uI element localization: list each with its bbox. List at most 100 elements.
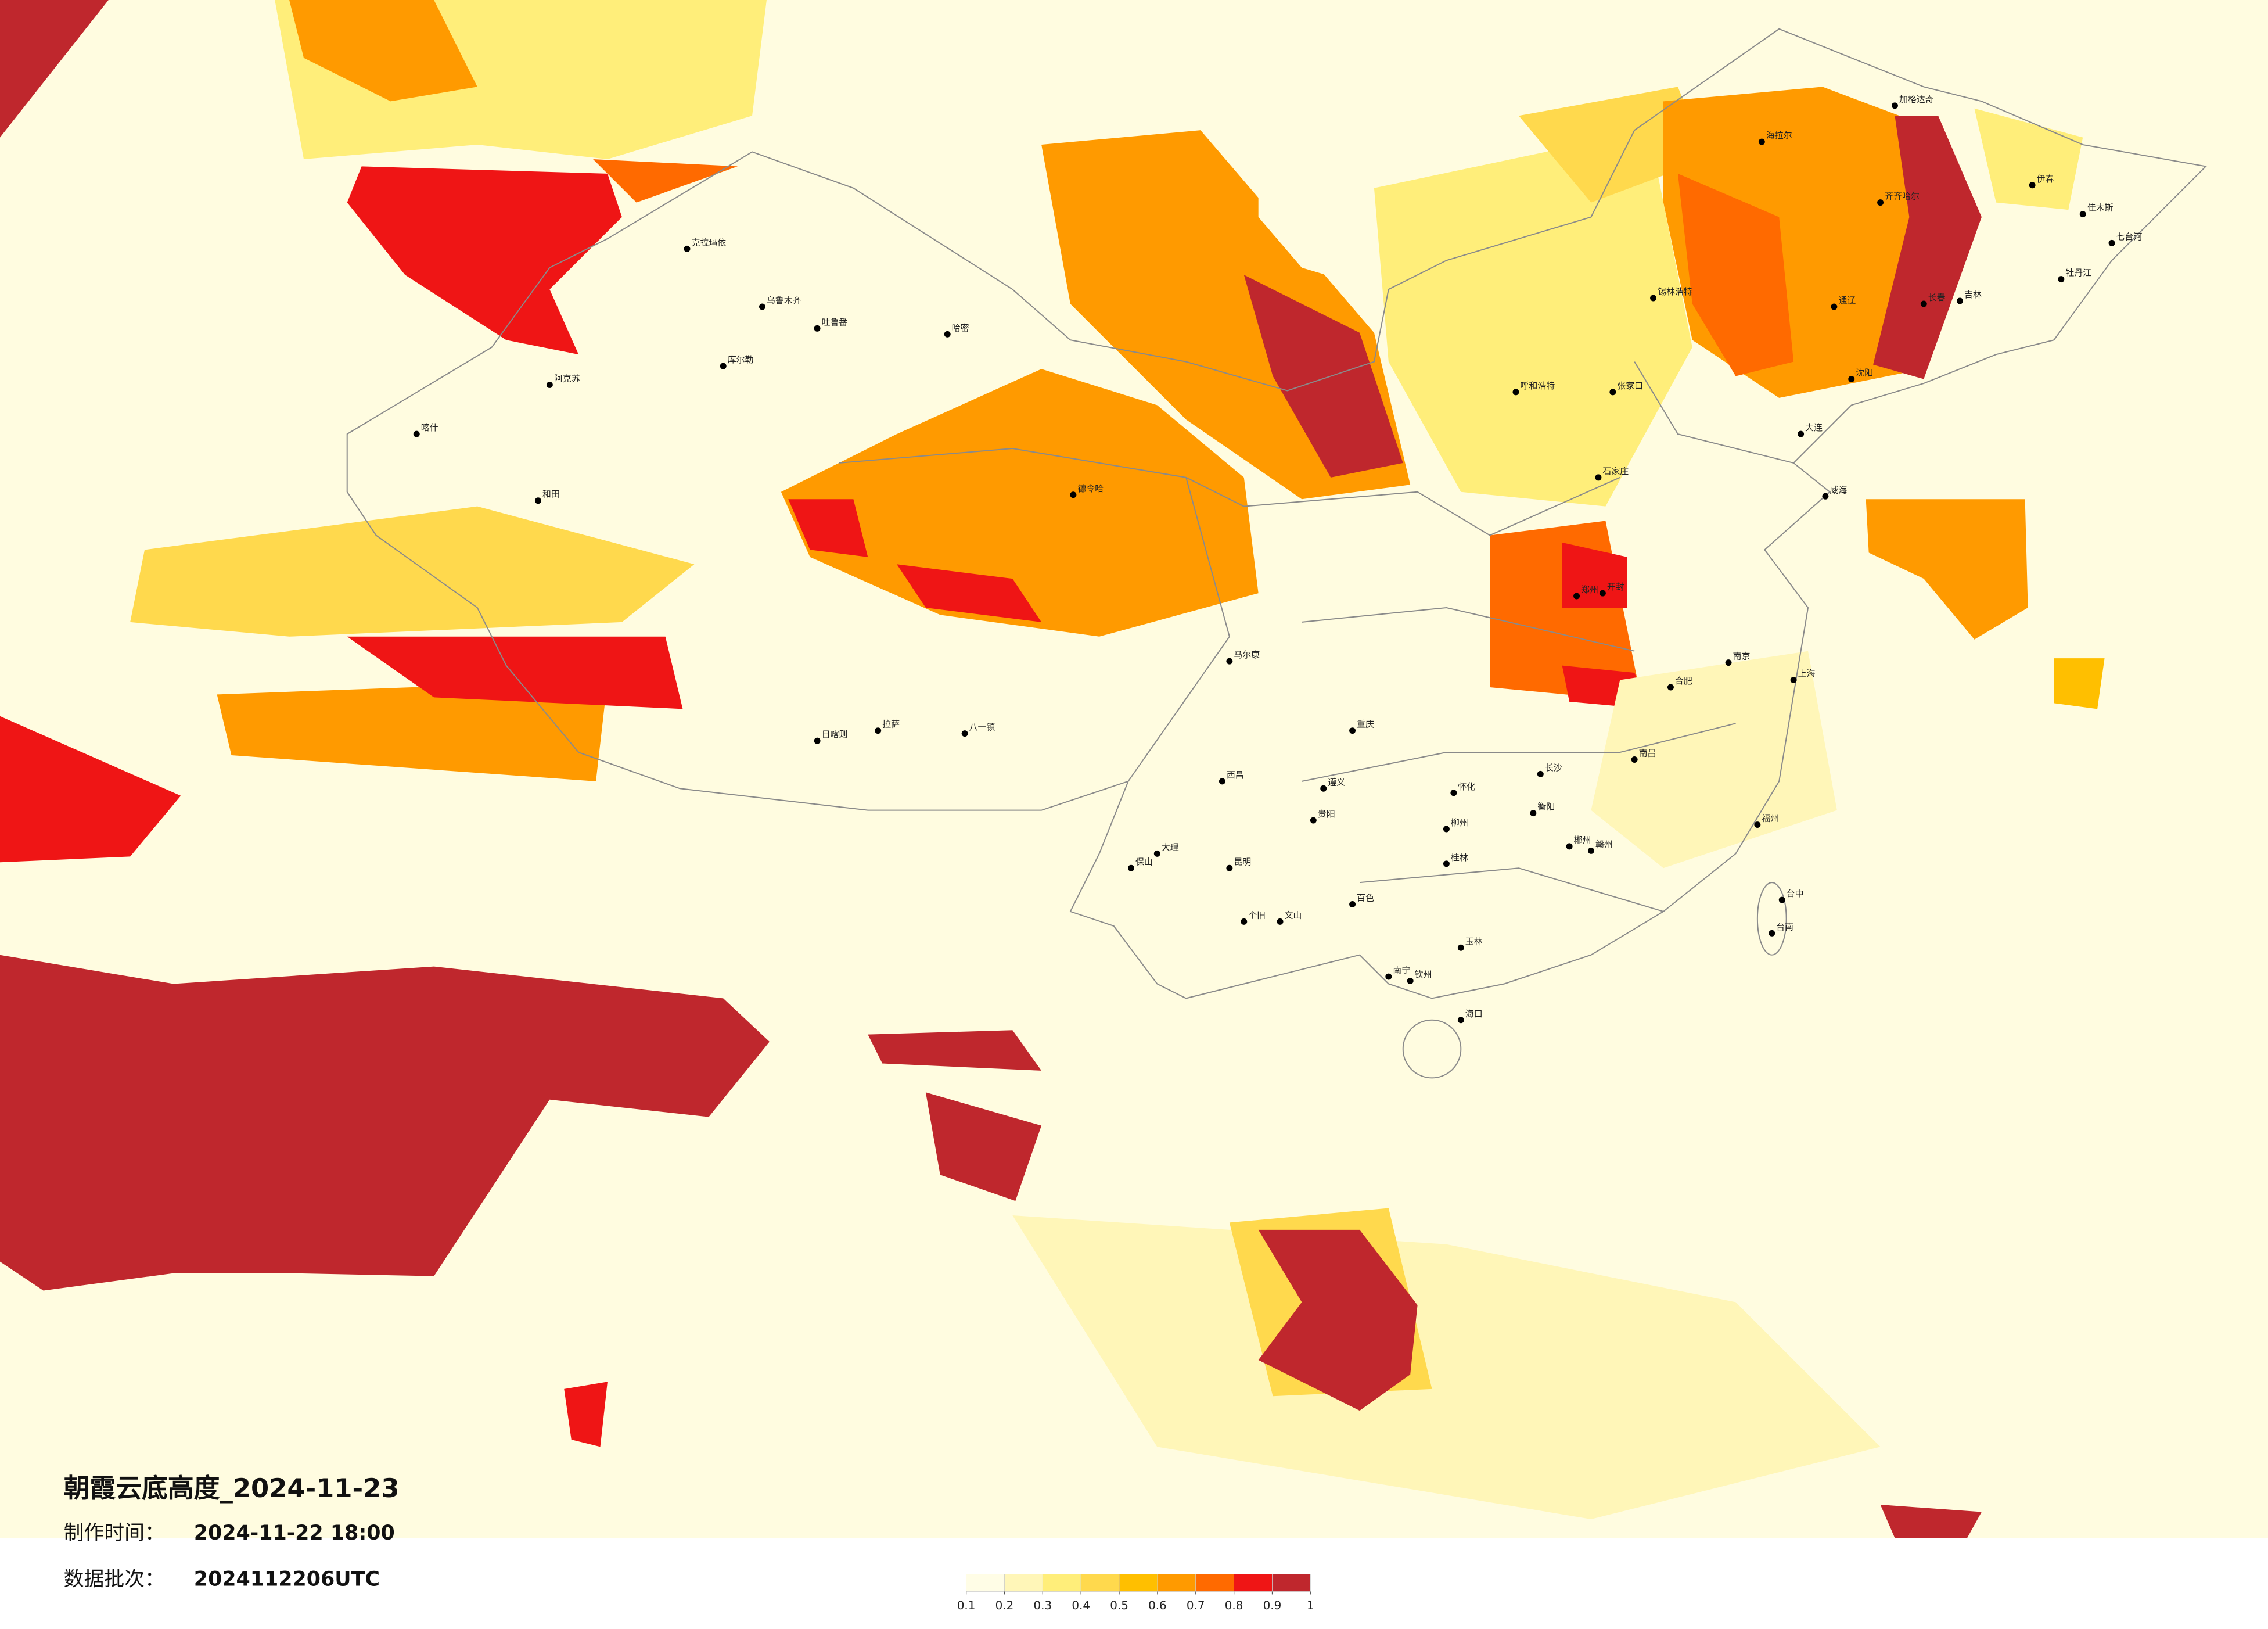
colorbar-tick-label: 0.6 xyxy=(1148,1599,1167,1612)
city-label: 德令哈 xyxy=(1077,483,1104,494)
cloud-area xyxy=(1258,1229,1418,1411)
colorbar-tick-label: 0.1 xyxy=(957,1599,976,1612)
city-label: 八一镇 xyxy=(969,722,995,733)
city-dot xyxy=(1595,474,1602,481)
city-label: 大连 xyxy=(1805,422,1823,433)
city-dot xyxy=(1573,593,1580,600)
city-label: 南京 xyxy=(1733,651,1751,662)
city-dot xyxy=(1512,389,1519,396)
cloud-area xyxy=(1677,173,1794,376)
cloud-area xyxy=(130,506,695,637)
city-dot xyxy=(1457,944,1464,951)
city-label: 钦州 xyxy=(1415,970,1432,980)
info-label: 制作时间： xyxy=(64,1522,165,1545)
colorbar-segment xyxy=(1157,1574,1196,1592)
city-label: 柳州 xyxy=(1451,817,1468,828)
city-dot xyxy=(1226,864,1233,871)
city-dot xyxy=(1310,817,1317,824)
city-dot xyxy=(814,737,821,744)
cloud-area xyxy=(788,499,1042,622)
cloud-area xyxy=(868,1030,1042,1201)
city-dot xyxy=(684,245,691,252)
info-value: 2024112206UTC xyxy=(194,1568,380,1591)
city-label: 大理 xyxy=(1162,842,1179,852)
city-label: 石家庄 xyxy=(1602,466,1629,476)
city-label: 哈密 xyxy=(952,322,969,333)
city-dot xyxy=(1385,973,1392,980)
colorbar-tick-label: 0.5 xyxy=(1110,1599,1128,1612)
city-dot xyxy=(2079,211,2086,218)
city-label: 保山 xyxy=(1135,856,1153,867)
city-label: 南昌 xyxy=(1639,748,1656,759)
colorbar-tick-label: 1 xyxy=(1307,1599,1314,1612)
province-border xyxy=(839,361,1794,912)
city-label: 克拉玛依 xyxy=(691,237,726,247)
city-dot xyxy=(1070,491,1077,498)
city-label: 通辽 xyxy=(1838,295,1856,306)
city-label: 张家口 xyxy=(1617,381,1643,391)
city-label: 阿克苏 xyxy=(554,373,580,383)
city-dot xyxy=(546,381,553,388)
city-label: 昆明 xyxy=(1234,856,1251,867)
city-dot xyxy=(413,430,420,437)
city-dot xyxy=(1349,727,1356,734)
cloud-area xyxy=(1258,159,1374,290)
colorbar-segment xyxy=(1042,1574,1081,1592)
city-label: 乌鲁木齐 xyxy=(767,295,801,306)
city-dot xyxy=(1891,102,1898,109)
city-dot xyxy=(1407,978,1414,984)
city-dot xyxy=(1667,684,1674,691)
cloud-area xyxy=(1866,499,2028,640)
city-dot xyxy=(1848,376,1855,382)
city-label: 赣州 xyxy=(1595,839,1613,849)
city-dot xyxy=(1798,430,1805,437)
borders xyxy=(346,28,2207,1079)
city-label: 开封 xyxy=(1607,582,1624,592)
city-label: 台南 xyxy=(1776,921,1793,932)
city-label: 长沙 xyxy=(1545,762,1562,773)
city-label: 玉林 xyxy=(1465,936,1483,946)
cloud-area xyxy=(347,166,622,355)
city-dot xyxy=(944,331,951,338)
city-label: 合肥 xyxy=(1675,676,1692,686)
colorbar-segment xyxy=(1272,1574,1311,1592)
city-dot xyxy=(2029,182,2036,189)
city-dot xyxy=(1566,843,1573,850)
cloud-area xyxy=(0,955,770,1291)
city-dot xyxy=(1920,300,1927,307)
city-label: 文山 xyxy=(1285,910,1302,920)
cloud-area xyxy=(593,159,738,203)
city-dot xyxy=(814,325,821,332)
city-dot xyxy=(1831,303,1838,310)
cloud-area xyxy=(1591,651,1837,869)
city-label: 重庆 xyxy=(1357,719,1374,730)
city-dot xyxy=(1443,826,1450,833)
city-dot xyxy=(1153,850,1160,857)
city-dot xyxy=(1241,918,1248,925)
colorbar: 0.1 0.2 0.3 0.4 0.5 0.6 0.7 0.8 0.9 1 xyxy=(957,1574,1314,1612)
cloud-area xyxy=(1873,116,1982,379)
city-dot xyxy=(1609,389,1616,396)
cloud-area xyxy=(1374,130,1692,507)
city-label: 怀化 xyxy=(1458,781,1475,792)
city-label: 长春 xyxy=(1928,292,1946,303)
map-title: 朝霞云底高度_2024-11-23 xyxy=(64,1473,400,1504)
city-dot xyxy=(2108,239,2115,246)
city-dot xyxy=(1725,659,1732,666)
city-label: 沈阳 xyxy=(1856,368,1873,378)
city-dot xyxy=(1778,896,1785,903)
colorbar-segment xyxy=(1004,1574,1043,1592)
colorbar-segment xyxy=(966,1574,1005,1592)
colorbar-tick-label: 0.4 xyxy=(1072,1599,1090,1612)
colorbar-tick-label: 0.3 xyxy=(1033,1599,1052,1612)
city-label: 个旧 xyxy=(1248,910,1266,920)
city-dot xyxy=(759,303,765,310)
city-label: 衡阳 xyxy=(1537,802,1555,812)
cloud-area xyxy=(0,0,109,138)
city-dot xyxy=(1758,138,1765,145)
cloud-area xyxy=(2054,658,2105,709)
city-label: 郴州 xyxy=(1574,835,1591,845)
city-label: 福州 xyxy=(1762,813,1779,824)
